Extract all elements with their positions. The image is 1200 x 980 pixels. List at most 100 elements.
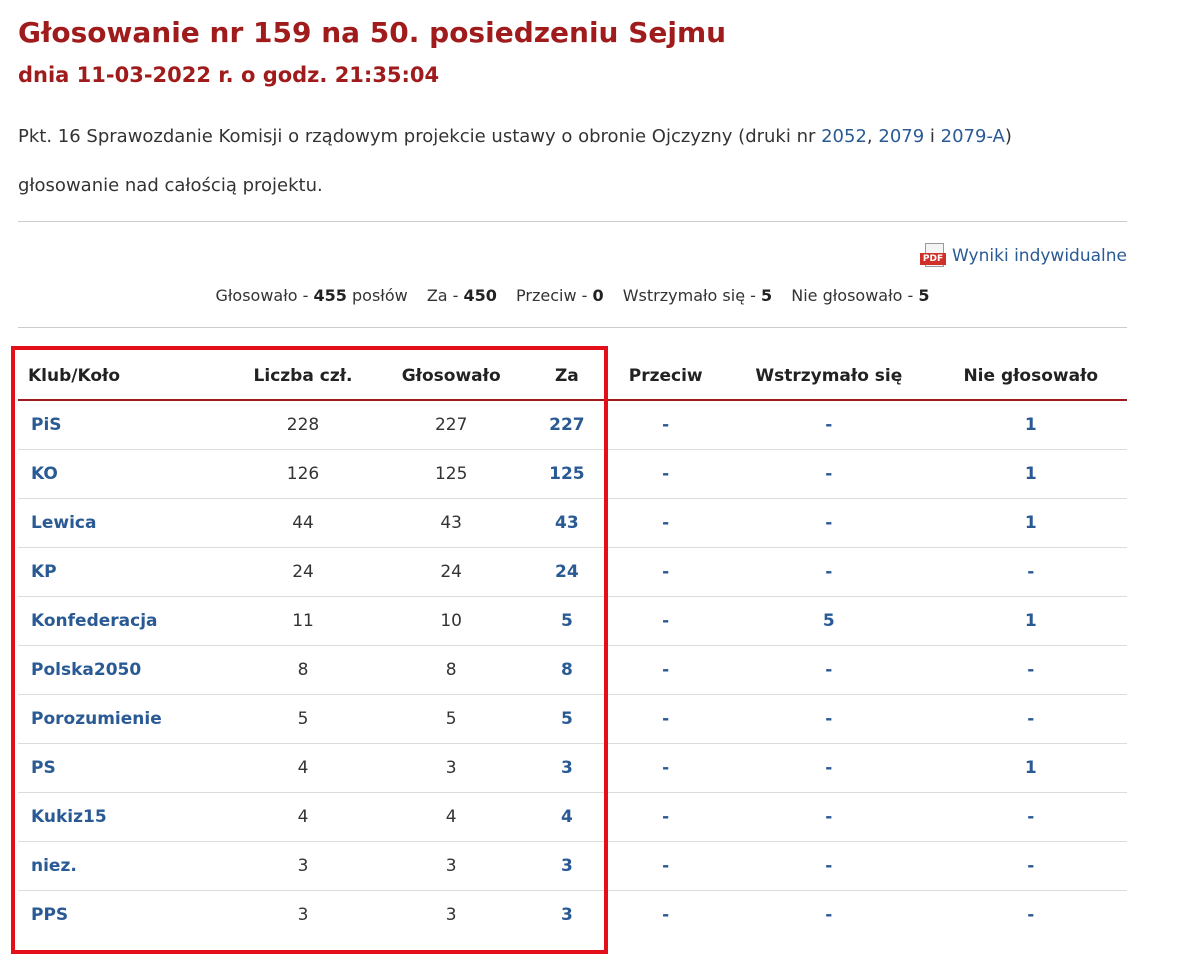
for-count: 227: [525, 400, 609, 450]
for-count: 5: [525, 596, 609, 646]
voted-count: 125: [376, 449, 526, 499]
not-voted-count: -: [934, 792, 1127, 842]
members-count: 3: [297, 905, 309, 925]
vote-description: głosowanie nad całością projektu.: [18, 175, 323, 196]
agenda-text: Pkt. 16 Sprawozdanie Komisji o rządowym …: [18, 126, 822, 147]
for-count: 3: [525, 841, 609, 891]
summary-not-voted-value: 5: [918, 286, 930, 305]
club-name[interactable]: PPS: [31, 905, 69, 925]
abstain-count: -: [723, 449, 935, 499]
abstain-count: -: [723, 841, 935, 891]
club-name[interactable]: Kukiz15: [18, 792, 230, 842]
results-table: Klub/Koło Liczba czł. Głosowało Za Przec…: [18, 352, 1127, 939]
for-count: 4: [525, 792, 609, 842]
abstain-count: -: [723, 400, 935, 450]
table-row: KP 24 24 24- - -: [18, 547, 1127, 597]
pdf-icon-label: PDF: [920, 253, 947, 265]
voted-count: 4: [376, 792, 526, 842]
not-voted-count: 1: [934, 596, 1127, 646]
table-row: Lewica 44 43 43- -1: [18, 498, 1127, 548]
agenda-separator: ,: [866, 126, 879, 147]
print-link-2079[interactable]: 2079: [878, 126, 925, 147]
members-count: 228: [229, 400, 377, 450]
not-voted-count: 1: [934, 400, 1127, 450]
summary-against-label: Przeciw -: [516, 286, 593, 305]
against-count: -: [608, 792, 724, 842]
voted-count: 10: [376, 596, 526, 646]
column-header-for: Za: [525, 352, 609, 401]
table-row: KO 126 125 125- -1: [18, 449, 1127, 499]
club-name[interactable]: Lewica: [18, 498, 230, 548]
club-name[interactable]: PS: [18, 743, 230, 793]
not-voted-count: -: [934, 547, 1127, 597]
vote-summary: Głosowało - 455 posłów Za - 450 Przeciw …: [0, 286, 1145, 305]
column-header-abstain: Wstrzymało się: [723, 352, 935, 401]
column-header-voted: Głosowało: [376, 352, 526, 401]
not-voted-count: -: [934, 645, 1127, 695]
against-count: -: [662, 905, 670, 925]
for-count: 5: [525, 694, 609, 744]
column-header-not-voted: Nie głosowało: [934, 352, 1127, 401]
voted-count: 8: [376, 645, 526, 695]
voted-count: 3: [376, 743, 526, 793]
club-name[interactable]: Polska2050: [18, 645, 230, 695]
against-count: -: [608, 596, 724, 646]
abstain-count: -: [723, 792, 935, 842]
print-link-2079-a[interactable]: 2079-A: [940, 126, 1005, 147]
table-row: Konfederacja 11 10 5-5 1: [18, 596, 1127, 646]
members-count: 126: [229, 449, 377, 499]
club-name[interactable]: Porozumienie: [18, 694, 230, 744]
members-count: 5: [229, 694, 377, 744]
not-voted-count: -: [934, 841, 1127, 891]
abstain-count: -: [723, 694, 935, 744]
for-count: 43: [525, 498, 609, 548]
column-header-members: Liczba czł.: [229, 352, 377, 401]
abstain-count: -: [825, 905, 833, 925]
table-row: PiS 228 227 227- -1: [18, 400, 1127, 450]
page-title: Głosowanie nr 159 na 50. posiedzeniu Sej…: [18, 16, 727, 49]
abstain-count: -: [723, 498, 935, 548]
individual-results-link[interactable]: PDF Wyniki indywidualne: [920, 243, 1127, 269]
pdf-icon: PDF: [920, 243, 947, 269]
abstain-count: -: [723, 645, 935, 695]
divider: [18, 221, 1127, 222]
agenda-suffix: ): [1004, 126, 1012, 147]
not-voted-count: -: [1027, 905, 1035, 925]
table-row: PPS 3 3 3 - - -: [18, 891, 1127, 940]
not-voted-count: 1: [934, 743, 1127, 793]
abstain-count: 5: [723, 596, 935, 646]
agenda-separator: i: [924, 126, 941, 147]
table-row: PS 4 3 3- -1: [18, 743, 1127, 793]
against-count: -: [608, 498, 724, 548]
table-row: Porozumienie 5 5 5- - -: [18, 694, 1127, 744]
individual-results-label[interactable]: Wyniki indywidualne: [952, 246, 1127, 266]
club-name[interactable]: PiS: [18, 400, 230, 450]
members-count: 11: [229, 596, 377, 646]
members-count: 3: [229, 841, 377, 891]
summary-for: Za - 450: [427, 286, 497, 305]
summary-against-value: 0: [592, 286, 604, 305]
club-name[interactable]: KO: [18, 449, 230, 499]
summary-not-voted-label: Nie głosowało -: [791, 286, 919, 305]
club-name[interactable]: niez.: [18, 841, 230, 891]
for-count: 3: [525, 743, 609, 793]
club-name[interactable]: KP: [18, 547, 230, 597]
print-link-2052[interactable]: 2052: [821, 126, 867, 147]
members-count: 4: [229, 792, 377, 842]
summary-voted: Głosowało - 455 posłów: [215, 286, 407, 305]
against-count: -: [608, 547, 724, 597]
summary-voted-value: 455: [313, 286, 347, 305]
column-header-club: Klub/Koło: [18, 352, 230, 401]
voted-count: 5: [376, 694, 526, 744]
members-count: 4: [229, 743, 377, 793]
abstain-count: -: [723, 743, 935, 793]
summary-for-label: Za -: [426, 286, 464, 305]
club-name[interactable]: Konfederacja: [18, 596, 230, 646]
summary-abstain: Wstrzymało się - 5: [623, 286, 772, 305]
agenda-item: Pkt. 16 Sprawozdanie Komisji o rządowym …: [18, 126, 1012, 147]
summary-for-value: 450: [463, 286, 497, 305]
voted-count: 3: [376, 841, 526, 891]
table-row: Kukiz15 4 4 4- - -: [18, 792, 1127, 842]
members-count: 44: [229, 498, 377, 548]
against-count: -: [608, 645, 724, 695]
